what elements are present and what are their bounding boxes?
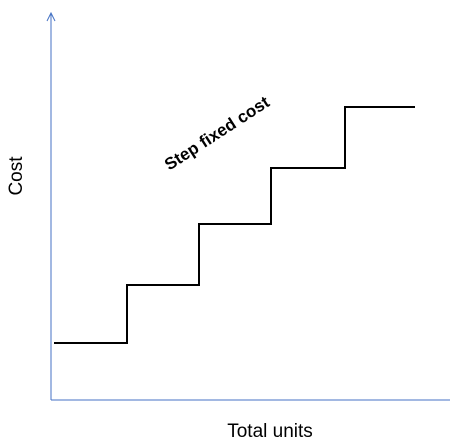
- y-axis-arrowhead: [46, 11, 56, 22]
- y-axis-label: Cost: [6, 156, 27, 196]
- step-fixed-cost-annotation: Step fixed cost: [161, 92, 273, 174]
- step-cost-line: [54, 106, 415, 344]
- x-axis-label: Total units: [227, 421, 313, 442]
